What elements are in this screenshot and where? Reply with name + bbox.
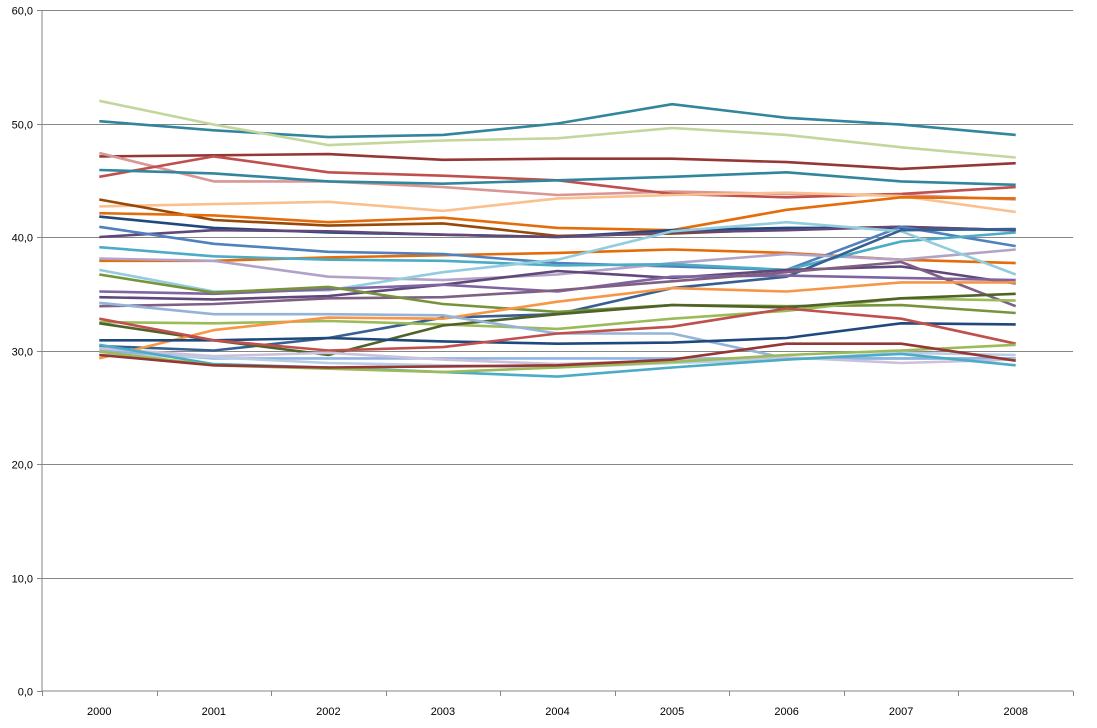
series-line-6 [99,168,1016,187]
series-line-5 [99,155,1016,199]
series-line-7 [99,191,1016,214]
series-line-21 [99,273,1016,315]
series-line-14 [99,248,1016,282]
gridlines [37,10,1073,692]
x-tick-label: 2004 [545,706,569,718]
y-tick-label: 60,0 [12,6,33,18]
series-line-33 [99,342,1016,369]
x-tick-label: 2001 [202,706,226,718]
x-tick-label: 2008 [1003,706,1027,718]
y-tick-label: 50,0 [12,120,33,132]
series-line-23 [99,292,1016,357]
x-tick-label: 2002 [316,706,340,718]
x-tick-label: 2007 [889,706,913,718]
series-line-10 [99,196,1016,232]
x-tick-label: 2006 [774,706,798,718]
axes [41,10,1073,692]
series-lines [98,99,1017,378]
series-line-28 [99,307,1016,352]
series-line-3 [99,152,1016,171]
y-tick-label: 0,0 [18,687,33,699]
y-tick-label: 30,0 [12,347,33,359]
x-tick-labels: 2000 2001 2002 2003 2004 2005 2006 2007 2008 [42,691,1074,718]
x-tick-label: 2000 [87,706,111,718]
series-line-24 [98,281,1016,360]
series-line-15 [99,231,1016,272]
y-tick-label: 40,0 [12,233,33,245]
y-tick-label: 20,0 [12,460,33,472]
x-tick-label: 2005 [660,706,684,718]
series-line-27 [99,321,1016,346]
y-tick-label: 10,0 [12,574,33,586]
x-tick-label: 2003 [431,706,455,718]
series-line-18 [99,265,1016,301]
y-tick-labels: 0,0 10,0 20,0 30,0 40,0 50,0 60,0 [12,6,33,699]
series-line-20 [99,260,1017,308]
series-line-2 [99,99,1016,159]
series-line-1 [99,102,1016,139]
series-line-13 [99,225,1016,272]
